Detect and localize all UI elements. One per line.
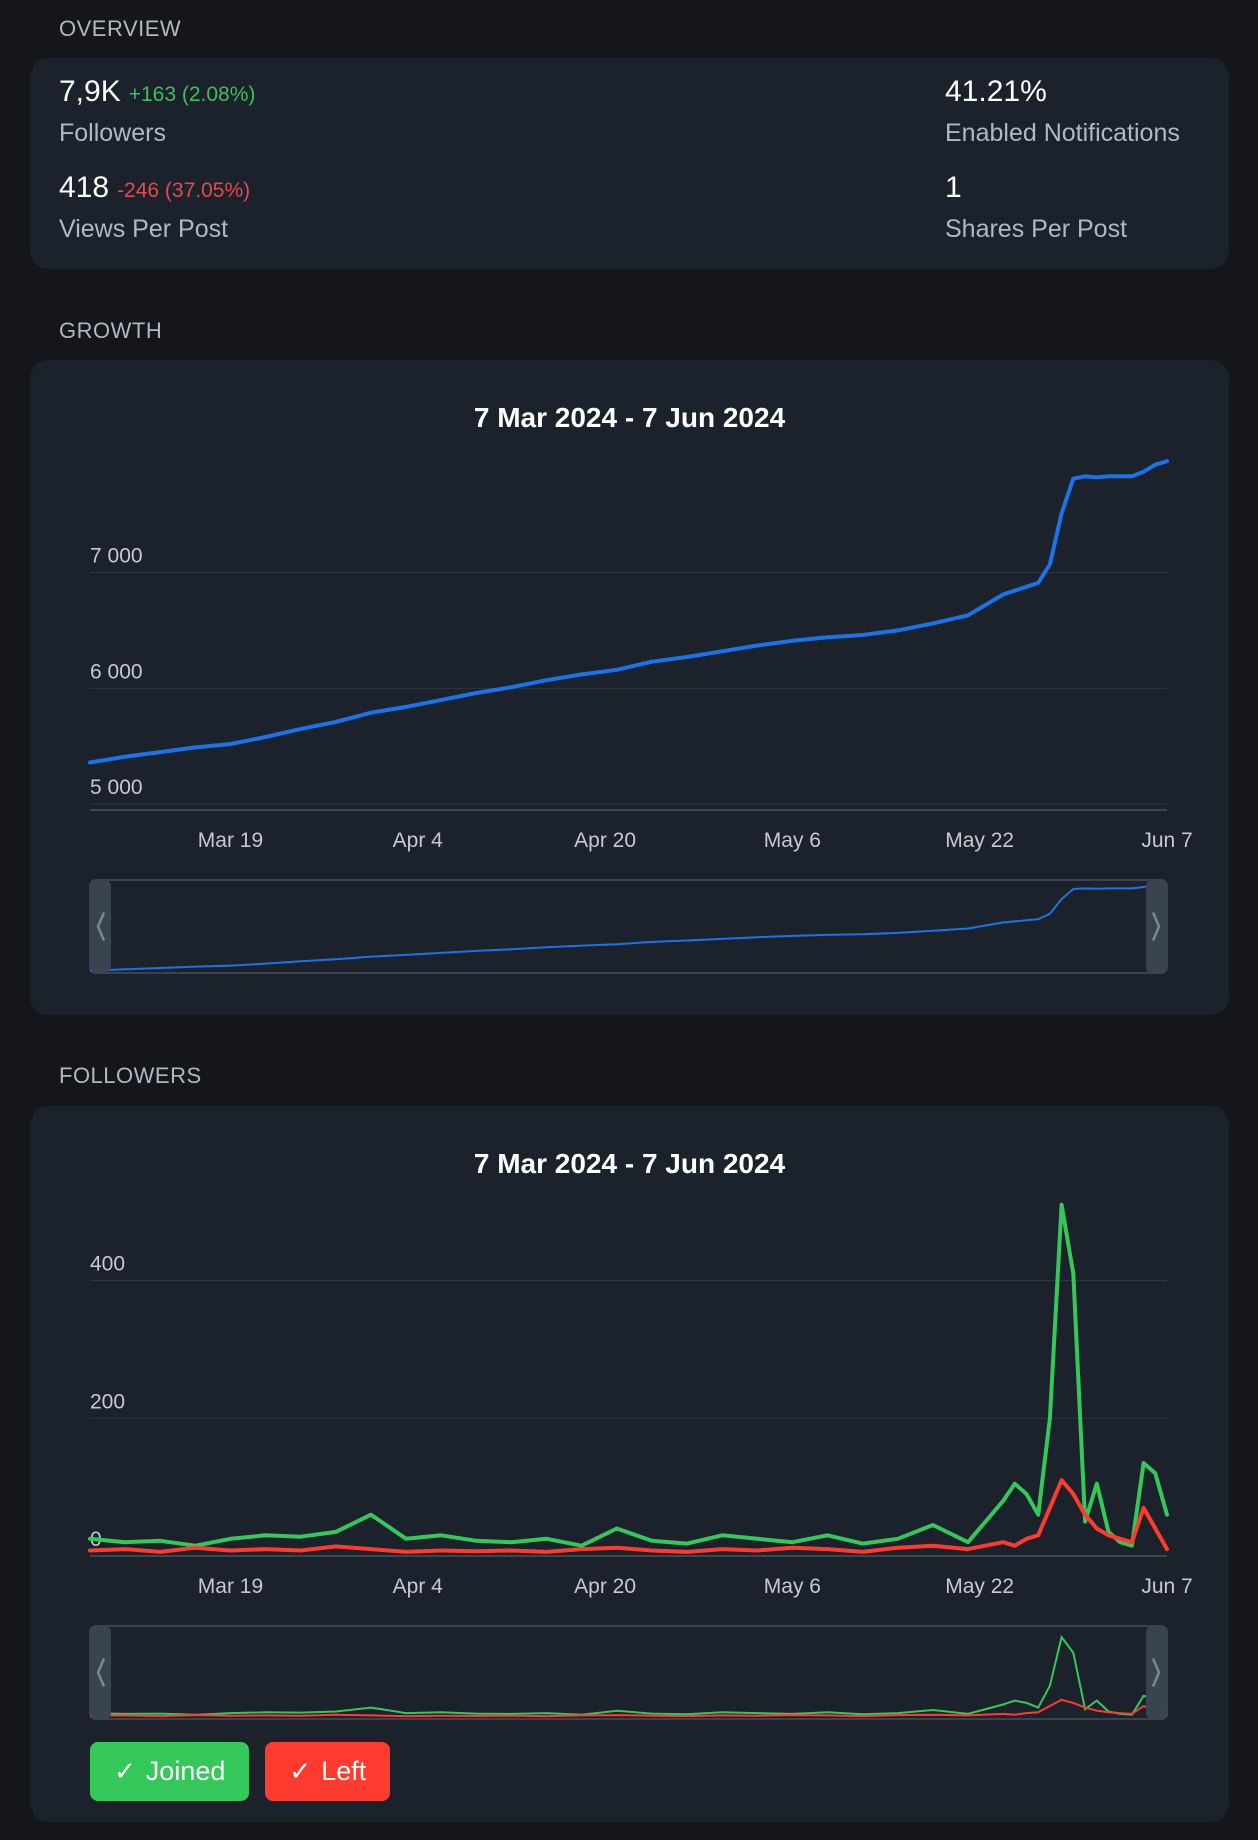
navigator-frame <box>89 879 1168 974</box>
series-line-main <box>88 459 1169 765</box>
x-tick-label: May 6 <box>764 829 821 852</box>
range-navigator[interactable] <box>89 1625 1168 1720</box>
enabled-notifications-label: Enabled Notifications <box>945 119 1180 147</box>
navigator-left-handle[interactable] <box>90 1626 111 1719</box>
chevron-left-icon <box>96 1658 106 1687</box>
x-tick-label: May 22 <box>945 829 1014 852</box>
legend-joined-button[interactable]: ✓ Joined <box>90 1742 250 1801</box>
followers-delta: +163 (2.08%) <box>128 83 256 106</box>
y-tick-label: 200 <box>90 1390 125 1413</box>
series-line-joined <box>88 1202 1169 1548</box>
navigator-left-handle[interactable] <box>90 880 111 973</box>
navigator-series-line <box>89 883 1168 972</box>
followers-value: 7,9K <box>59 75 121 108</box>
legend: ✓ Joined ✓ Left <box>90 1742 391 1801</box>
navigator-series-line <box>89 1634 1168 1716</box>
legend-left-label: Left <box>321 1756 367 1786</box>
growth-chart-title: 7 Mar 2024 - 7 Jun 2024 <box>473 402 786 433</box>
y-tick-label: 7 000 <box>90 544 143 567</box>
followers-chart-title: 7 Mar 2024 - 7 Jun 2024 <box>473 1148 786 1179</box>
navigator-right-handle[interactable] <box>1146 1626 1167 1719</box>
legend-left-button[interactable]: ✓ Left <box>265 1742 391 1801</box>
views-per-post-value: 418 <box>59 171 110 204</box>
x-tick-label: Jun 7 <box>1141 829 1192 852</box>
y-tick-label: 400 <box>90 1253 125 1276</box>
y-tick-label: 5 000 <box>90 776 143 799</box>
followers-stat: 7,9K +163 (2.08%) Followers <box>59 75 255 148</box>
legend-joined-label: Joined <box>145 1756 226 1786</box>
x-tick-label: Apr 20 <box>574 829 636 852</box>
overview-card: 7,9K +163 (2.08%) Followers 418 -246 (37… <box>30 58 1229 269</box>
overview-section-label: OVERVIEW <box>59 16 182 41</box>
x-tick-label: Mar 19 <box>198 1575 263 1598</box>
x-tick-label: May 6 <box>764 1575 821 1598</box>
enabled-notifications-value: 41.21% <box>945 75 1047 108</box>
chevron-right-icon <box>1151 912 1161 941</box>
navigator-right-handle[interactable] <box>1146 880 1167 973</box>
x-tick-label: Apr 4 <box>393 829 444 852</box>
followers-label: Followers <box>59 119 166 147</box>
x-tick-label: Mar 19 <box>198 829 263 852</box>
range-navigator[interactable] <box>89 879 1168 974</box>
growth-chart: 5 000 6 000 7 000 Mar 19 Apr 4 Apr 20 May 6 May… <box>88 459 1193 974</box>
shares-per-post-value: 1 <box>945 171 962 204</box>
views-per-post-stat: 418 -246 (37.05%) Views Per Post <box>59 171 250 244</box>
check-icon: ✓ <box>114 1756 136 1786</box>
series-line-left <box>88 1478 1169 1554</box>
x-tick-label: Jun 7 <box>1141 1575 1192 1598</box>
shares-per-post-stat: 1 Shares Per Post <box>945 171 1127 244</box>
x-tick-label: May 22 <box>945 1575 1014 1598</box>
shares-per-post-label: Shares Per Post <box>945 215 1128 243</box>
x-tick-label: Apr 4 <box>393 1575 444 1598</box>
growth-section-label: GROWTH <box>59 318 163 343</box>
growth-card: 7 Mar 2024 - 7 Jun 2024 5 000 6 000 7 000 M… <box>30 360 1229 1015</box>
navigator-frame <box>89 1625 1168 1720</box>
enabled-notifications-stat: 41.21% Enabled Notifications <box>945 75 1180 148</box>
followers-section-label: FOLLOWERS <box>59 1063 202 1088</box>
x-tick-label: Apr 20 <box>574 1575 636 1598</box>
views-per-post-delta: -246 (37.05%) <box>117 179 251 202</box>
chevron-left-icon <box>96 912 106 941</box>
navigator-series-line <box>89 1698 1168 1718</box>
y-tick-label: 6 000 <box>90 660 143 683</box>
chevron-right-icon <box>1151 1658 1161 1687</box>
followers-card: 7 Mar 2024 - 7 Jun 2024 0 200 400 Mar 19 Apr… <box>30 1106 1229 1822</box>
check-icon: ✓ <box>289 1756 312 1786</box>
views-per-post-label: Views Per Post <box>59 215 229 243</box>
